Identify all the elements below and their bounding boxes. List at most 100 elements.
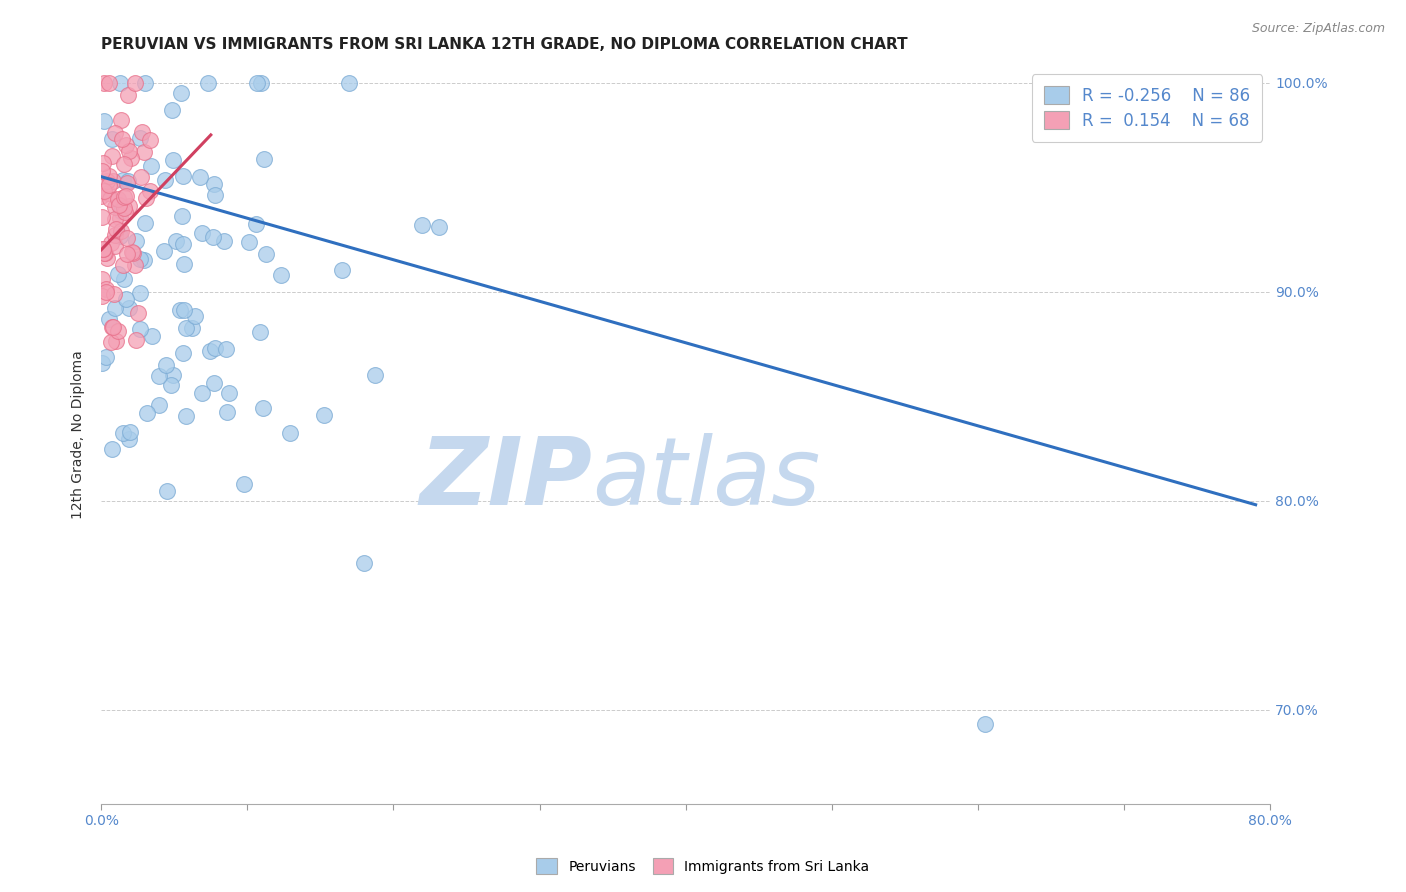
Point <box>214 342 236 356</box>
Point <box>118 199 141 213</box>
Point <box>110 203 132 218</box>
Point <box>129 285 152 300</box>
Point <box>136 406 159 420</box>
Point <box>107 192 129 206</box>
Point <box>114 292 136 306</box>
Point <box>155 173 177 187</box>
Point <box>246 76 269 90</box>
Point <box>93 76 115 90</box>
Point <box>134 216 156 230</box>
Point <box>135 191 157 205</box>
Point <box>107 267 129 281</box>
Point <box>232 476 254 491</box>
Point <box>125 234 148 248</box>
Point <box>139 159 162 173</box>
Point <box>330 263 353 277</box>
Point <box>90 163 112 178</box>
Point <box>155 358 177 372</box>
Point <box>108 76 131 90</box>
Point <box>108 198 131 212</box>
Point <box>129 130 152 145</box>
Point <box>252 153 274 167</box>
Point <box>170 86 193 100</box>
Point <box>252 401 274 415</box>
Point <box>974 717 997 731</box>
Point <box>202 376 225 390</box>
Point <box>249 325 271 339</box>
Point <box>112 202 135 216</box>
Point <box>101 442 124 456</box>
Point <box>91 156 114 170</box>
Point <box>134 76 156 90</box>
Point <box>101 148 124 162</box>
Point <box>94 282 117 296</box>
Point <box>270 268 292 282</box>
Point <box>98 178 121 193</box>
Text: Source: ZipAtlas.com: Source: ZipAtlas.com <box>1251 22 1385 36</box>
Point <box>111 426 134 441</box>
Point <box>174 320 197 334</box>
Point <box>118 145 141 159</box>
Point <box>104 127 127 141</box>
Point <box>160 377 183 392</box>
Point <box>93 246 115 260</box>
Point <box>217 405 239 419</box>
Point <box>190 386 212 401</box>
Point <box>129 321 152 335</box>
Point <box>115 176 138 190</box>
Point <box>94 245 117 260</box>
Point <box>278 425 301 440</box>
Point <box>112 190 135 204</box>
Point <box>118 432 141 446</box>
Point <box>128 252 150 267</box>
Point <box>104 201 127 215</box>
Point <box>103 287 125 301</box>
Point <box>124 258 146 272</box>
Point <box>174 409 197 424</box>
Point <box>115 230 138 244</box>
Point <box>104 228 127 243</box>
Point <box>112 173 135 187</box>
Point <box>93 184 115 198</box>
Point <box>96 174 118 188</box>
Point <box>204 188 226 202</box>
Point <box>188 170 211 185</box>
Point <box>93 113 115 128</box>
Point <box>172 169 194 184</box>
Point <box>96 351 118 365</box>
Text: atlas: atlas <box>592 434 821 524</box>
Point <box>101 132 124 146</box>
Point <box>202 178 225 192</box>
Point <box>124 76 146 90</box>
Point <box>98 192 121 206</box>
Point <box>100 319 122 334</box>
Point <box>153 244 176 258</box>
Point <box>117 246 139 260</box>
Point <box>204 341 226 355</box>
Point <box>100 335 122 350</box>
Point <box>160 103 183 117</box>
Point <box>353 556 375 570</box>
Point <box>122 245 145 260</box>
Point <box>112 258 135 272</box>
Point <box>97 186 120 200</box>
Point <box>197 76 219 90</box>
Point <box>363 368 385 383</box>
Point <box>249 76 271 90</box>
Point <box>141 328 163 343</box>
Point <box>148 369 170 384</box>
Point <box>148 398 170 412</box>
Point <box>94 285 117 299</box>
Point <box>202 229 225 244</box>
Point <box>427 219 450 234</box>
Point <box>411 218 433 232</box>
Point <box>115 189 138 203</box>
Point <box>91 356 114 370</box>
Point <box>162 368 184 383</box>
Point <box>172 209 194 223</box>
Point <box>110 225 132 239</box>
Point <box>337 76 360 90</box>
Point <box>245 217 267 231</box>
Point <box>212 234 235 248</box>
Point <box>173 257 195 271</box>
